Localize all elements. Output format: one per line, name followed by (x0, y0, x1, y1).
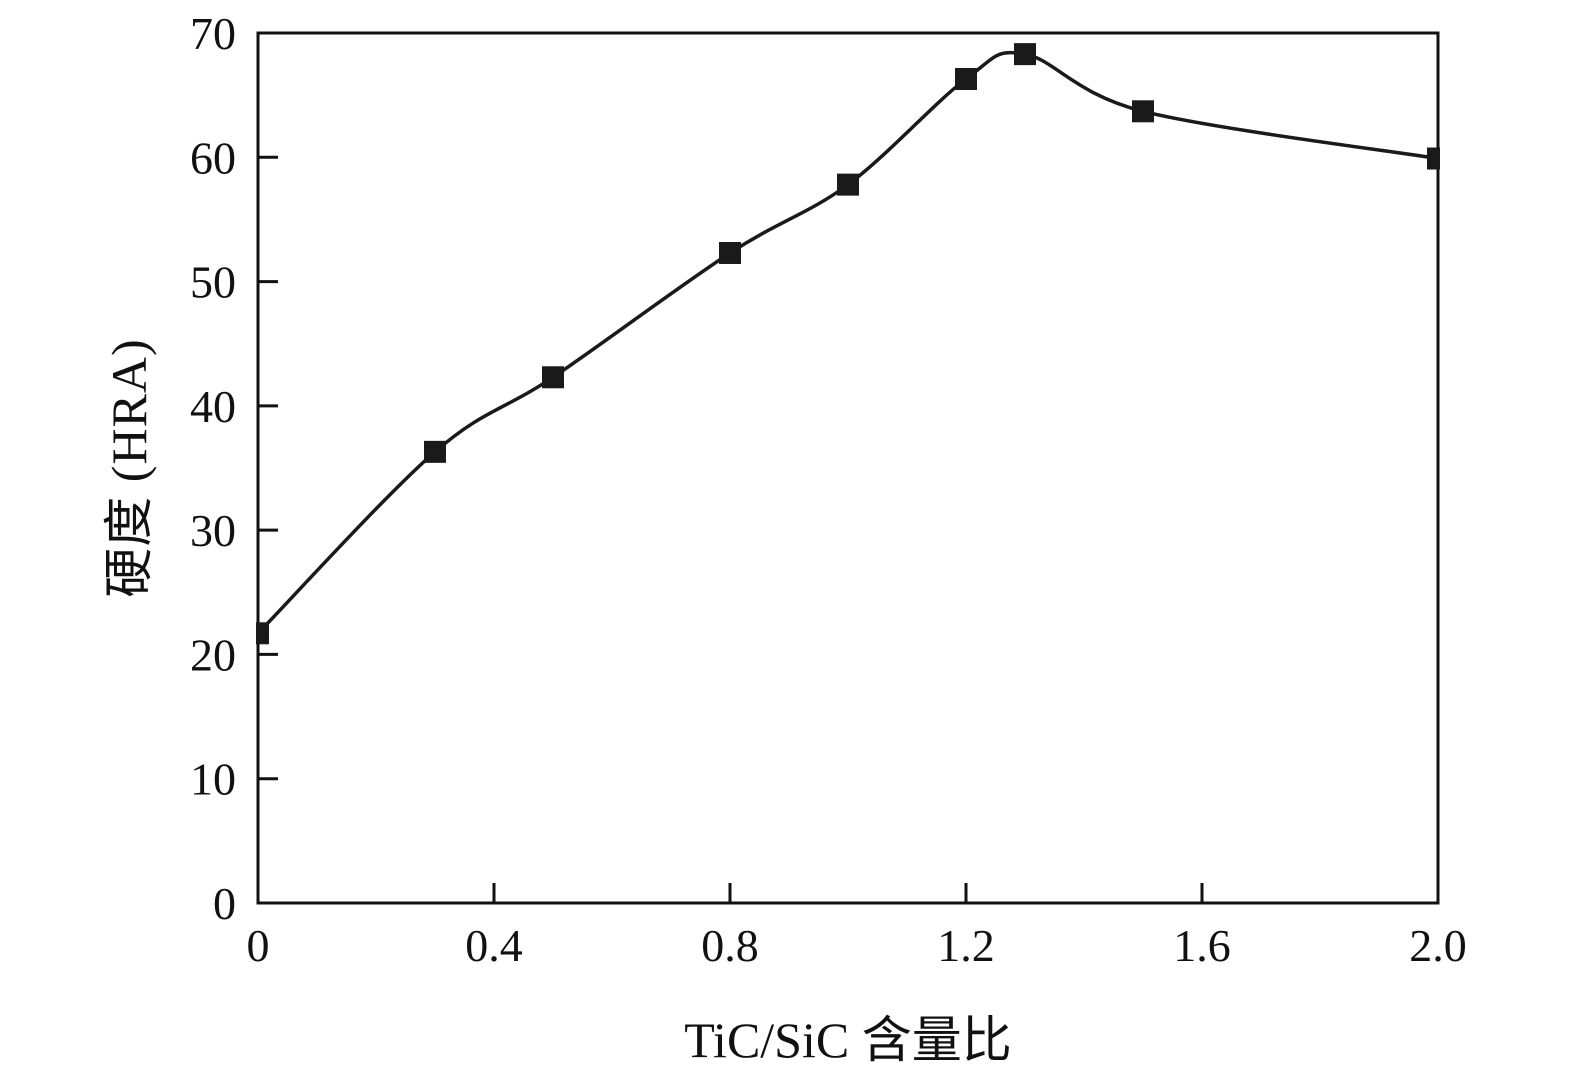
x-tick-label: 1.2 (937, 920, 995, 971)
data-point-marker (955, 67, 977, 90)
data-point-marker (719, 241, 741, 264)
x-tick-label: 0.8 (701, 920, 759, 971)
y-tick-label: 40 (190, 381, 236, 432)
data-point-marker (424, 440, 446, 463)
data-point-marker (1014, 43, 1036, 66)
data-point-marker (542, 366, 564, 389)
y-tick-label: 30 (190, 505, 236, 556)
x-axis-title: TiC/SiC 含量比 (684, 1012, 1012, 1068)
data-point-marker (256, 622, 269, 645)
y-tick-label: 70 (190, 8, 236, 59)
plot-frame (256, 31, 1440, 905)
x-tick-label: 0.4 (465, 920, 523, 971)
x-tick-label: 1.6 (1173, 920, 1231, 971)
y-tick-label: 10 (190, 754, 236, 805)
data-point-marker (837, 173, 859, 196)
y-tick-label: 0 (213, 878, 236, 929)
y-axis-title: 硬度 (HRA) (101, 338, 157, 598)
data-point-marker (1427, 147, 1440, 170)
y-tick-label: 50 (190, 257, 236, 308)
series-group (256, 43, 1440, 645)
x-tick-label: 2.0 (1409, 920, 1467, 971)
x-tick-label: 0 (247, 920, 270, 971)
y-tick-label: 60 (190, 132, 236, 183)
series-line (256, 50, 1440, 636)
data-point-marker (1132, 100, 1154, 123)
y-tick-label: 20 (190, 629, 236, 680)
